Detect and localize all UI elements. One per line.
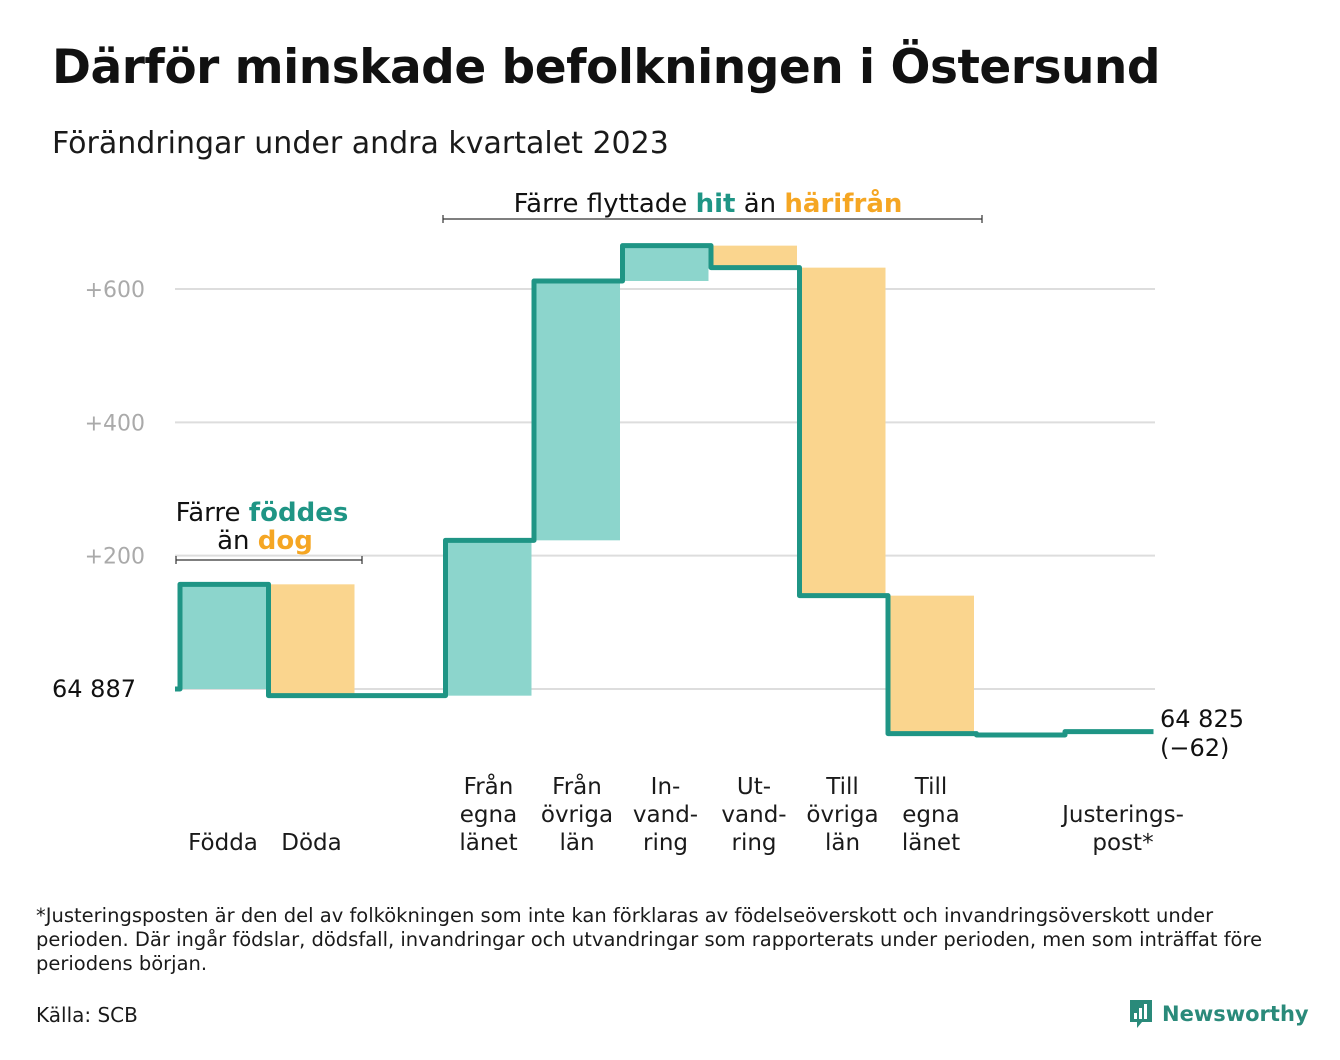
- brand-name: Newsworthy: [1162, 1002, 1309, 1026]
- annotation-part: Färre: [176, 498, 249, 528]
- category-label: egna: [902, 802, 959, 828]
- bar-outflow: [268, 584, 355, 696]
- newsworthy-logo-icon: [1130, 1000, 1152, 1028]
- y-tick-label: +200: [85, 545, 145, 570]
- annotation-deaths: än dog: [217, 526, 313, 556]
- annotation-migration: Färre flyttade hit än härifrån: [514, 187, 903, 219]
- annotation-part: Färre flyttade: [514, 189, 696, 219]
- category-label: Döda: [281, 830, 341, 856]
- y-tick-label: +600: [85, 278, 145, 303]
- annotation-part: föddes: [249, 498, 349, 528]
- annotation-part: hit: [696, 189, 736, 219]
- chart-subtitle: Förändringar under andra kvartalet 2023: [52, 126, 669, 161]
- bracket-migration: [442, 215, 983, 223]
- annotation-part: dog: [258, 526, 313, 556]
- bar-outflow: [711, 245, 797, 268]
- running-total-line: [175, 243, 1154, 738]
- bar-inflow: [445, 540, 532, 696]
- category-label: Justerings-: [1060, 802, 1184, 828]
- annotation-births: Färre föddes: [176, 498, 349, 528]
- category-label: vand-: [633, 802, 698, 828]
- category-label: län: [825, 830, 860, 856]
- category-label: post*: [1092, 830, 1153, 856]
- category-label: Till: [914, 774, 948, 800]
- chart-title: Därför minskade befolkningen i Östersund: [52, 40, 1161, 95]
- annotation-part: än: [735, 189, 784, 219]
- y-tick-label: +400: [85, 411, 145, 436]
- bars: [180, 245, 974, 734]
- bracket-births: [175, 556, 363, 564]
- annotation-part: än: [217, 526, 258, 556]
- end-value-label: 64 825: [1160, 705, 1244, 733]
- bar-inflow: [180, 584, 266, 689]
- bar-outflow: [888, 595, 974, 734]
- bar-inflow: [534, 280, 620, 541]
- annotation-part: härifrån: [784, 187, 902, 219]
- category-label: ring: [643, 830, 688, 856]
- category-label: Från: [552, 772, 602, 800]
- category-label: ring: [731, 830, 776, 856]
- category-label: Till: [825, 774, 859, 800]
- start-value-label: 64 887: [52, 675, 136, 703]
- category-label: länet: [459, 830, 517, 856]
- brand: Newsworthy: [1128, 996, 1309, 1032]
- category-label: övriga: [806, 802, 878, 828]
- footnote: *Justeringsposten är den del av folkökni…: [36, 904, 1263, 975]
- category-label: Ut-: [737, 774, 771, 800]
- bar-outflow: [799, 267, 886, 596]
- running-total-polyline: [175, 243, 1154, 738]
- change-label: (−62): [1160, 734, 1229, 762]
- category-label: vand-: [721, 802, 786, 828]
- category-label: län: [559, 830, 594, 856]
- bar-inflow: [622, 245, 709, 281]
- category-label: Födda: [188, 830, 258, 856]
- category-label: övriga: [541, 802, 613, 828]
- category-label: In-: [651, 774, 681, 800]
- category-label: länet: [902, 830, 960, 856]
- category-label: egna: [460, 802, 517, 828]
- source-label: Källa: SCB: [36, 1003, 138, 1027]
- category-label: Från: [464, 772, 514, 800]
